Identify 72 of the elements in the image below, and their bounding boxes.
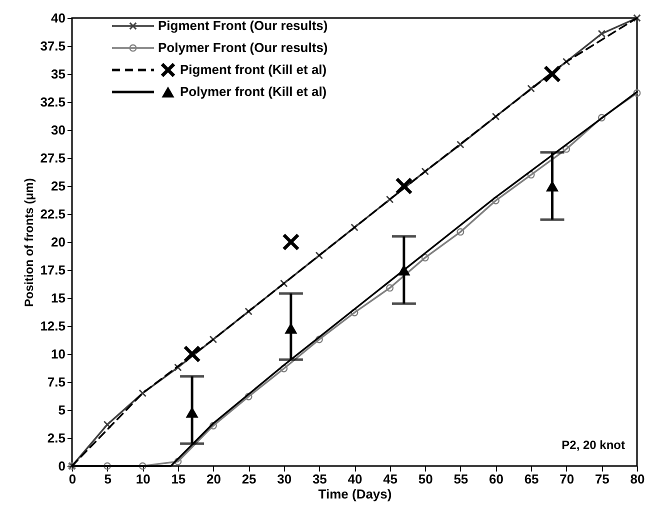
x-tick-label: 30 bbox=[277, 472, 292, 486]
x-tick-label: 35 bbox=[312, 472, 327, 486]
x-tick-label: 25 bbox=[242, 472, 256, 486]
legend-label: Pigment Front (Our results) bbox=[158, 18, 328, 33]
y-tick-label: 32.5 bbox=[40, 94, 66, 110]
x-axis-title: Time (Days) bbox=[318, 486, 392, 502]
y-tick-label: 30 bbox=[51, 122, 66, 138]
annotation: P2, 20 knot bbox=[562, 438, 625, 452]
point bbox=[598, 114, 606, 122]
y-tick-label: 2.5 bbox=[47, 430, 66, 446]
x-tick-label: 20 bbox=[206, 472, 221, 486]
x-tick-label: 5 bbox=[104, 472, 112, 486]
point bbox=[244, 392, 252, 400]
point bbox=[183, 345, 201, 363]
y-tick-label: 5 bbox=[58, 402, 66, 418]
x-tick-label: 65 bbox=[524, 472, 539, 486]
y-tick-label: 7.5 bbox=[47, 374, 66, 390]
y-tick-label: 12.5 bbox=[40, 318, 66, 334]
y-tick-label: 0 bbox=[58, 458, 66, 474]
point bbox=[456, 228, 464, 236]
point bbox=[282, 233, 300, 251]
x-tick-label: 70 bbox=[560, 472, 574, 486]
point bbox=[421, 168, 430, 176]
x-tick-label: 50 bbox=[418, 472, 433, 486]
x-tick-label: 80 bbox=[630, 472, 645, 486]
y-tick-label: 35 bbox=[51, 66, 66, 82]
y-tick-label: 25 bbox=[51, 178, 66, 194]
point bbox=[350, 308, 358, 316]
point bbox=[633, 14, 641, 22]
x-tick-label: 75 bbox=[594, 472, 610, 486]
x-tick-label: 60 bbox=[489, 472, 504, 486]
point bbox=[562, 58, 570, 66]
point bbox=[456, 140, 464, 148]
y-tick-label: 22.5 bbox=[40, 206, 66, 222]
x-tick-label: 0 bbox=[68, 472, 76, 486]
legend-label: Pigment front (Kill et al) bbox=[180, 62, 327, 77]
y-axis-title: Position of fronts (μm) bbox=[22, 178, 36, 307]
legend-label: Polymer Front (Our results) bbox=[158, 40, 328, 55]
point bbox=[280, 280, 288, 288]
point bbox=[562, 145, 570, 153]
y-tick-label: 10 bbox=[51, 346, 66, 362]
x-tick-label: 15 bbox=[171, 472, 186, 486]
x-tick-label: 10 bbox=[136, 472, 150, 486]
point bbox=[138, 462, 146, 470]
point bbox=[104, 462, 112, 470]
x-tick-label: 45 bbox=[383, 472, 398, 486]
point bbox=[492, 112, 500, 120]
point bbox=[209, 422, 218, 430]
point bbox=[280, 364, 288, 372]
point bbox=[386, 284, 394, 292]
x-tick-label: 55 bbox=[454, 472, 468, 486]
point bbox=[244, 308, 252, 316]
y-tick-label: 27.5 bbox=[40, 150, 66, 166]
point bbox=[598, 30, 606, 38]
point bbox=[209, 336, 218, 344]
y-tick-label: 40 bbox=[51, 10, 66, 26]
y-tick-label: 20 bbox=[51, 234, 66, 250]
point bbox=[315, 336, 323, 344]
point bbox=[103, 420, 112, 428]
point bbox=[421, 254, 429, 262]
point bbox=[527, 84, 535, 92]
y-tick-label: 15 bbox=[51, 290, 66, 306]
x-tick-label: 40 bbox=[348, 472, 362, 486]
point bbox=[395, 177, 413, 195]
y-tick-label: 37.5 bbox=[40, 38, 66, 54]
point bbox=[174, 364, 182, 372]
y-tick-label: 17.5 bbox=[40, 262, 66, 278]
point bbox=[527, 171, 535, 179]
point bbox=[386, 196, 394, 204]
point bbox=[543, 65, 562, 83]
point bbox=[174, 458, 182, 466]
legend-label: Polymer front (Kill et al) bbox=[180, 84, 327, 99]
